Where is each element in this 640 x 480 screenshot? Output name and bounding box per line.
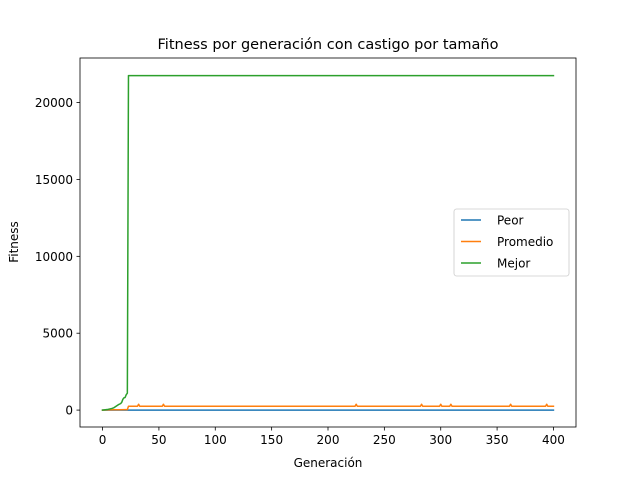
- y-tick-label: 0: [65, 404, 73, 418]
- legend-label-promedio: Promedio: [497, 235, 553, 249]
- x-tick-label: 400: [542, 433, 565, 447]
- x-tick-label: 50: [151, 433, 166, 447]
- x-tick-label: 350: [486, 433, 509, 447]
- y-tick-label: 5000: [42, 327, 73, 341]
- y-tick-label: 20000: [35, 96, 73, 110]
- legend: Peor Promedio Mejor: [453, 208, 570, 277]
- x-tick-label: 0: [99, 433, 107, 447]
- x-axis-label: Generación: [294, 456, 363, 470]
- x-tick-label: 300: [429, 433, 452, 447]
- y-axis-label: Fitness: [7, 221, 21, 263]
- x-tick-label: 250: [373, 433, 396, 447]
- x-tick-label: 200: [317, 433, 340, 447]
- legend-box: [453, 208, 570, 277]
- chart-title: Fitness por generación con castigo por t…: [158, 37, 499, 53]
- legend-label-mejor: Mejor: [497, 257, 530, 271]
- plot-area: 0 50 100 150 200 250 300 350 400 0 5000 10000 15000 2…: [35, 57, 577, 447]
- x-tick-label: 100: [204, 433, 227, 447]
- legend-label-peor: Peor: [497, 214, 524, 228]
- y-tick-label: 10000: [35, 250, 73, 264]
- series-line-mejor: [101, 74, 555, 411]
- series-lines: [101, 74, 555, 411]
- y-tick-label: 15000: [35, 173, 73, 187]
- x-tick-label: 150: [260, 433, 283, 447]
- series-line-promedio: [101, 403, 555, 411]
